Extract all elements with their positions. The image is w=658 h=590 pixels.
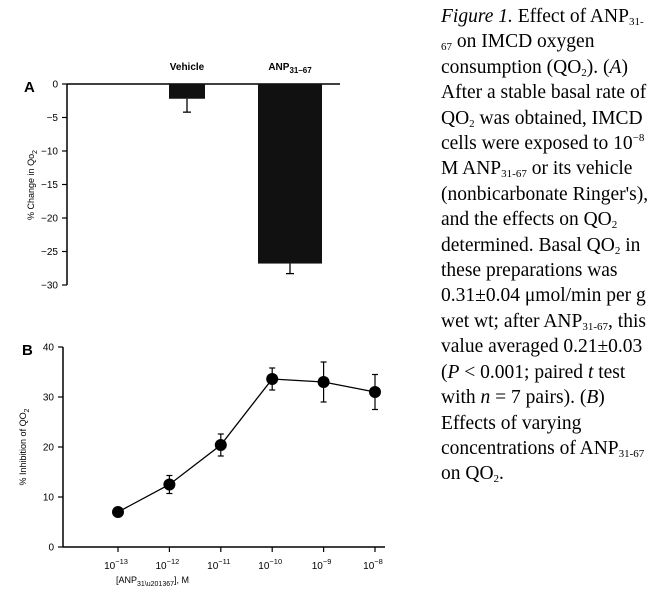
caption-part-a-letter: A [609,56,622,78]
tick-exponent: −9 [323,557,332,566]
panel-b-x-tick-label: 10−9 [312,557,332,572]
caption-a-text-9: test with [441,361,626,409]
figure-svg: A 0 −5 −10 −15 −20 −25 −30 Vehicle ANP31–67 % C… [18,62,385,588]
panel-a-y-tick-label: −30 [41,281,58,292]
caption-n-letter: n [480,387,491,409]
caption-a-sub-5: 31-67 [582,320,609,333]
caption-a-sub-4: 2 [614,244,621,257]
caption-a-text-10: = 7 pairs). [495,387,575,409]
panel-b-series-line [117,378,376,513]
panel-b-data-point [214,439,227,451]
category-label-main: ANP [268,62,289,73]
panel-a-y-tick-label: 0 [52,80,58,91]
panel-a-bar [258,84,322,264]
caption-intro-rest: on IMCD oxygen consumption (QO [441,31,595,78]
tick-exponent: −12 [167,557,180,566]
caption-intro: Effect of ANP [517,6,629,27]
panel-b-x-axis-title: [ANP31\u201367], M [116,575,189,588]
panel-a-ylabel-main: % Change in Qo [26,154,36,220]
caption-b-sub-1: 31-67 [618,447,645,460]
tick-base: 10 [155,561,167,572]
panel-a-y-tick-label: −15 [41,180,58,191]
panel-a-y-axis-title: % Change in Qo2 [26,150,39,220]
panel-b-y-axis-title: % Inhibition of QO2 [18,408,31,485]
panel-a-bars: Vehicle ANP31–67 [169,62,322,275]
caption-p-letter: P [447,361,460,383]
caption-a-sub-2: 31-67 [501,168,527,181]
caption-a-text-6: in these preparations was 0.31±0.04 μmol… [441,234,646,332]
caption-a-text-2: was obtained, IMCD cells were exposed to… [441,107,643,155]
caption-intro-sub: 31-67 [441,16,644,54]
panel-b-data-point [317,376,330,388]
caption-a-text-8: < 0.001; paired [464,361,584,383]
caption-intro-end: ). [586,56,599,78]
panel-a-category-label: Vehicle [170,62,205,73]
panel-b-ylabel-sub: 2 [24,408,31,412]
panel-a-y-tick-label: −20 [41,214,58,225]
caption-t-letter: t [587,361,594,383]
caption-part-b-letter: B [586,387,599,409]
panel-b-x-tick-label: 10−11 [207,557,230,572]
panel-b-y-tick-label: 30 [43,393,55,404]
panel-a-y-tick-label: −10 [41,147,58,158]
caption-a-sub-1: 2 [469,117,475,130]
panel-b-xlabel-b: ], M [174,575,189,585]
panel-b-xlabel-a: [ANP [116,575,137,585]
panel-b-y-ticks: 0 10 20 30 40 [43,343,63,554]
panel-a-y-tick-label: −25 [41,247,58,258]
category-label-sub: 31–67 [289,66,312,75]
panel-b-x-tick-label: 10−12 [155,557,179,572]
panel-b-data-point [163,478,176,491]
caption-a-text-4: or its vehicle (nonbicarbonate Ringer's)… [441,158,649,231]
panel-b-x-ticks: 10−13 10−12 10−11 10−10 10−9 10−8 [104,547,383,572]
panel-b-letter: B [22,342,33,359]
panel-a-y-tick-label: −5 [47,113,59,124]
panel-b-ylabel-main: % Inhibition of QO [18,412,28,485]
caption-b-text-2: on QO [441,463,494,485]
panel-b-x-tick-label: 10−13 [104,557,128,572]
panel-b-y-tick-label: 20 [43,443,55,454]
panel-a-category-label: ANP31–67 [268,62,312,75]
caption-a-text-3: M ANP [441,158,502,180]
panel-b-data-point [369,386,381,398]
panel-a-ylabel-sub: 2 [32,150,39,154]
caption-a-sub-3: 2 [611,219,618,232]
panel-b-x-tick-label: 10−10 [258,557,282,572]
tick-base: 10 [207,561,219,572]
panel-a: A 0 −5 −10 −15 −20 −25 −30 Vehicle ANP31–67 % C… [24,62,340,292]
caption-b-text-3: . [499,463,504,485]
panel-a-letter: A [24,79,35,96]
tick-base: 10 [363,561,375,572]
tick-exponent: −10 [269,557,282,566]
figure-caption: Figure 1. Effect of ANP31-67 on IMCD oxy… [441,4,653,487]
caption-figure-label: Figure 1. [441,6,513,27]
panel-a-bar [169,84,205,99]
caption-a-text-1: After a stable basal rate of QO [441,82,647,129]
caption-a-text-5: determined. Basal QO [441,234,615,256]
panel-b-x-tick-label: 10−8 [363,557,383,572]
panel-b-y-tick-label: 10 [43,493,55,504]
tick-base: 10 [104,561,116,572]
caption-a-text-7: , this value averaged 0.21±0.03 ( [441,310,646,383]
figure-panels: A 0 −5 −10 −15 −20 −25 −30 Vehicle ANP31–67 % C… [18,62,385,588]
tick-base: 10 [258,561,270,572]
panel-b-y-tick-label: 40 [43,343,55,354]
tick-exponent: −13 [115,557,128,566]
panel-b-series [112,361,381,518]
tick-exponent: −8 [374,557,383,566]
panel-b-data-point [112,506,124,518]
tick-exponent: −11 [218,557,230,566]
panel-b-xlabel-sub: 31\u201367 [137,581,174,588]
panel-a-y-ticks: 0 −5 −10 −15 −20 −25 −30 [41,80,67,292]
caption-b-text-1: Effects of varying concentrations of ANP [441,412,619,459]
tick-base: 10 [312,561,324,572]
caption-b-sub-2: 2 [493,473,500,486]
caption-intro-qo-sub: 2 [581,66,587,79]
panel-b-y-tick-label: 0 [48,543,54,554]
panel-b-data-point [266,373,279,385]
caption-a-sup: −8 [632,132,645,145]
caption-paragraph: Figure 1. Effect of ANP31-67 on IMCD oxy… [441,6,649,486]
